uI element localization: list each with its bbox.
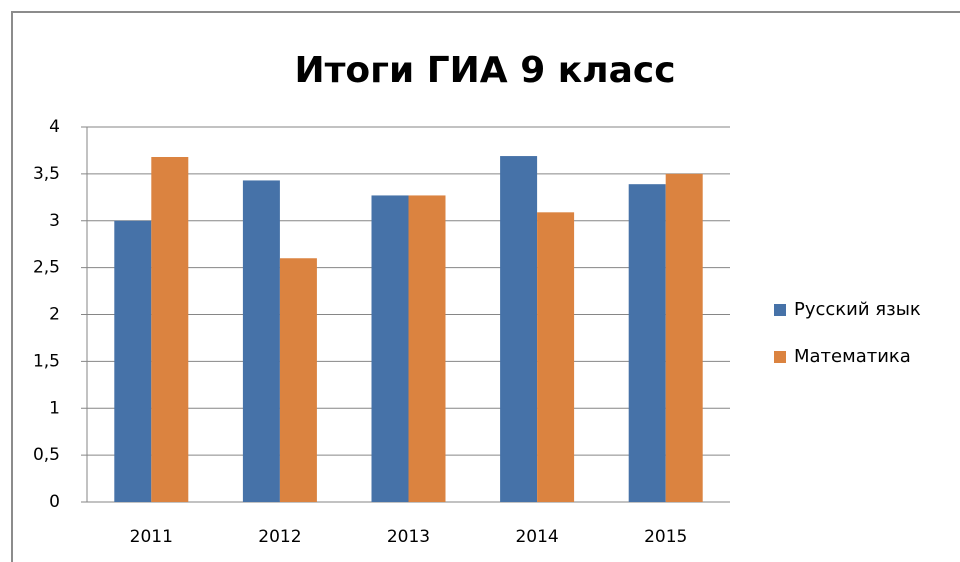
bar xyxy=(114,220,152,502)
bar xyxy=(408,195,446,502)
bar xyxy=(371,195,409,502)
y-tick-label: 1 xyxy=(49,398,60,418)
bar xyxy=(279,258,317,502)
chart-title: Итоги ГИА 9 класс xyxy=(294,50,675,91)
y-tick-label: 3 xyxy=(49,211,60,231)
y-tick-label: 1,5 xyxy=(33,351,60,371)
chart-frame xyxy=(11,11,960,562)
x-tick-label: 2012 xyxy=(258,527,301,547)
bar xyxy=(665,173,703,502)
y-tick-label: 2,5 xyxy=(33,258,60,278)
bar xyxy=(242,180,280,502)
bar xyxy=(151,157,189,502)
legend-label: Математика xyxy=(794,346,911,367)
x-tick-label: 2011 xyxy=(130,527,173,547)
y-tick-label: 0,5 xyxy=(33,445,60,465)
legend-swatch xyxy=(774,304,786,316)
bar xyxy=(628,184,666,502)
x-tick-label: 2015 xyxy=(644,527,687,547)
bar xyxy=(537,212,575,502)
y-tick-label: 2 xyxy=(49,305,60,325)
legend-label: Русский язык xyxy=(794,299,921,320)
bar xyxy=(500,156,538,502)
y-tick-label: 0 xyxy=(49,492,60,512)
y-tick-label: 4 xyxy=(49,117,60,137)
x-tick-label: 2013 xyxy=(387,527,430,547)
legend-swatch xyxy=(774,351,786,363)
y-tick-label: 3,5 xyxy=(33,164,60,184)
x-tick-label: 2014 xyxy=(515,527,558,547)
